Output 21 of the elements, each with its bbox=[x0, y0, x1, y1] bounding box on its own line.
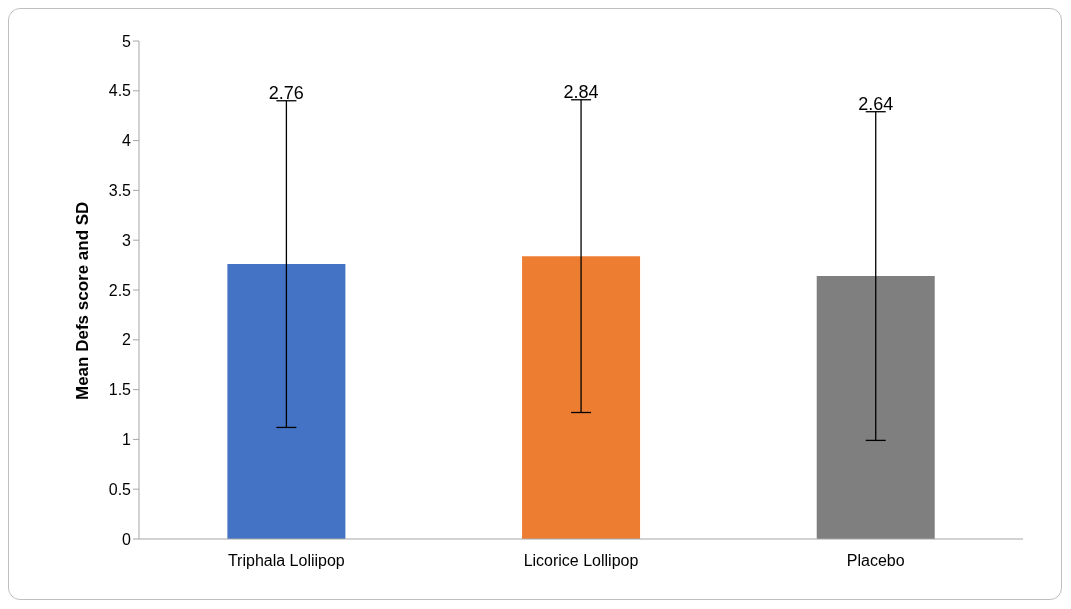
y-tick-label: 5 bbox=[122, 32, 132, 50]
y-tick-label: 2 bbox=[122, 331, 132, 349]
y-axis-title: Mean Defs score and SD bbox=[73, 201, 93, 400]
x-tick-label: Licorice Lollipop bbox=[523, 552, 639, 570]
annotation: 2.84 bbox=[563, 81, 599, 102]
bar bbox=[522, 256, 641, 539]
annotation: 2.76 bbox=[268, 82, 304, 103]
y-tick-label: 1 bbox=[122, 431, 132, 449]
x-tick-label: Triphala Loliipop bbox=[227, 552, 345, 570]
y-tick-label: 1.5 bbox=[108, 381, 132, 399]
y-tick-label: 2.5 bbox=[108, 281, 132, 299]
y-tick-label: 4.5 bbox=[108, 82, 132, 100]
bar bbox=[816, 276, 935, 539]
y-tick-label: 4 bbox=[122, 132, 132, 150]
y-tick-label: 0 bbox=[122, 530, 132, 548]
y-tick-label: 3.5 bbox=[108, 182, 132, 200]
y-tick-label: 3 bbox=[122, 231, 132, 249]
y-tick-label: 0.5 bbox=[108, 480, 132, 498]
x-tick-label: Placebo bbox=[846, 552, 905, 570]
bar bbox=[227, 264, 346, 539]
annotation: 2.64 bbox=[858, 93, 894, 114]
